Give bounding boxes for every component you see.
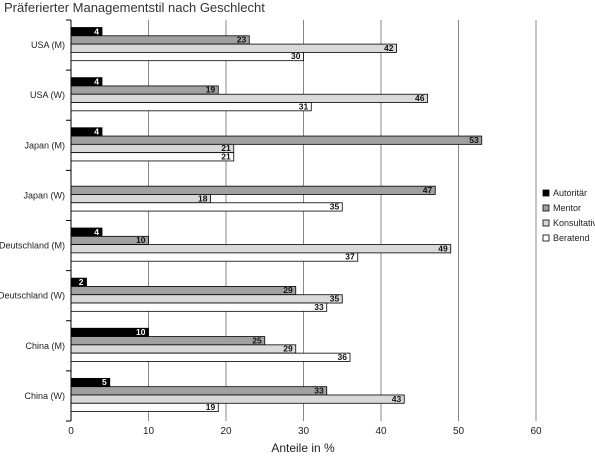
legend-label: Autoritär [553,188,587,198]
bar [70,135,483,145]
bar [70,194,211,204]
bar-value-label: 25 [252,335,262,345]
bar [70,102,312,112]
bar-value-label: 36 [338,352,348,362]
bar-value-label: 53 [469,135,479,145]
category-label: Japan (M) [24,140,65,150]
bar-value-label: 33 [314,302,324,312]
bar [70,185,436,195]
bar-value-label: 47 [423,185,433,195]
x-tick-label-0: 0 [68,426,74,437]
bar [70,152,235,162]
legend-swatch [542,219,550,227]
bar-value-label: 19 [206,402,216,412]
bar-value-label: 21 [221,151,231,161]
bar-value-label: 31 [299,101,309,111]
bar [70,344,297,354]
category-label: Deutschland (M) [0,241,65,251]
category-label: USA (W) [30,90,65,100]
category-label: USA (M) [31,40,65,50]
bar [70,352,351,362]
bar-value-label: 30 [291,51,301,61]
bar [70,286,297,296]
bar-value-label: 37 [345,252,355,262]
category-label: Japan (W) [23,190,65,200]
bar [70,143,235,154]
x-tick-label-10: 10 [143,426,155,437]
bar-value-label: 5 [102,377,107,387]
category-label: Deutschland (W) [0,291,65,301]
legend-swatch [542,189,550,197]
bar-value-label: 46 [415,93,425,103]
bar [70,252,359,262]
bar-value-label: 4 [94,127,99,137]
legend-swatch [542,204,550,212]
bar [70,394,405,404]
bar-value-label: 4 [94,26,99,36]
bar-value-label: 23 [237,35,247,45]
legend-label: Mentor [553,203,581,213]
bar-value-label: 43 [392,394,402,404]
x-axis-title: Anteile in % [271,441,335,455]
bar-value-label: 10 [136,327,146,337]
bar-value-label: 29 [283,344,293,354]
x-tick-label-50: 50 [453,426,465,437]
x-tick-label-20: 20 [220,426,232,437]
chart-title: Präferierter Managementstil nach Geschle… [4,0,265,15]
legend-swatch [542,234,550,242]
bar-value-label: 19 [206,85,216,95]
bar-value-label: 2 [79,277,84,287]
bar [70,43,397,53]
bar-value-label: 4 [94,227,99,237]
bar-value-label: 35 [330,202,340,212]
bar [70,244,452,254]
bar-value-label: 29 [283,285,293,295]
bar [70,402,219,412]
category-label: China (W) [24,391,65,401]
bar-value-label: 49 [438,243,448,253]
x-tick-label-60: 60 [530,426,542,437]
bar [70,386,328,396]
bar-value-label: 33 [314,385,324,395]
bar [70,35,250,45]
bar-value-label: 4 [94,76,99,86]
axes: 0 10 20 30 40 50 60 USA (M) USA (W) Japan (M) Japa… [0,19,542,437]
legend-label: Beratend [553,233,590,243]
bar-value-label: 35 [330,294,340,304]
bar [70,336,266,346]
bar-value-label: 18 [198,193,208,203]
x-tick-label-40: 40 [375,426,387,437]
bar [70,85,219,95]
legend: Autoritär Mentor Konsultativ Beratend [542,188,595,243]
bar [70,302,328,312]
legend-label: Konsultativ [553,218,595,228]
bar-value-label: 21 [221,143,231,153]
category-label: China (M) [25,341,65,351]
bar [70,294,343,304]
bar-value-label: 10 [136,235,146,245]
bar [70,202,343,212]
x-tick-label-30: 30 [298,426,310,437]
bar [70,93,428,103]
bar-value-label: 42 [384,43,394,53]
bar [70,52,304,62]
